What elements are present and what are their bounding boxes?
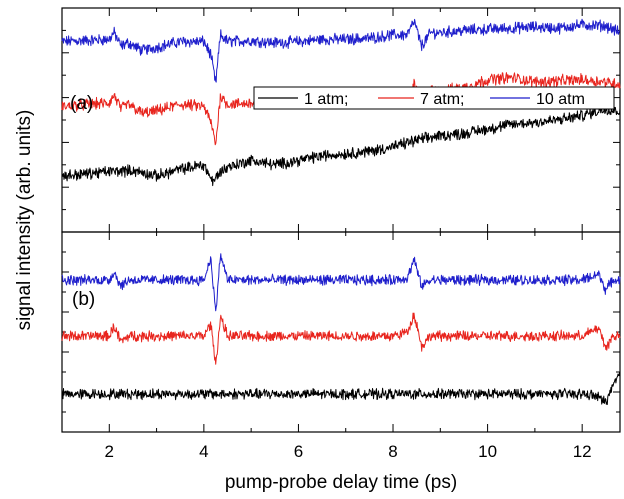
panel-b-frame [61, 231, 621, 433]
legend-box [253, 86, 615, 110]
legend-entry-1-atm: 1 atm; [304, 91, 348, 108]
series-line-10-atm [61, 253, 621, 312]
x-tick-label: 12 [573, 442, 592, 461]
series-line-7-atm [61, 312, 621, 365]
y-axis-label: signal intensity (arb. units) [14, 110, 35, 331]
x-axis-ticks: 2 4 6 8 10 12 [61, 8, 620, 461]
series-traces [61, 18, 621, 405]
panel-b [61, 231, 621, 433]
legend-entry-7-atm: 7 atm; [420, 91, 464, 108]
x-tick-label: 10 [478, 442, 497, 461]
x-tick-label: 8 [388, 442, 397, 461]
panel-label-b: (b) [72, 289, 95, 310]
legend-entry-10-atm: 10 atm [536, 91, 585, 108]
panel-label-a: (a) [70, 93, 93, 114]
legend: 1 atm; 7 atm; 10 atm [253, 86, 615, 110]
series-line-1-atm [61, 372, 621, 405]
series-line-10-atm [61, 18, 621, 83]
x-axis-label: pump-probe delay time (ps) [225, 472, 457, 493]
series-line-1-atm [61, 106, 621, 187]
x-tick-label: 4 [199, 442, 208, 461]
x-tick-label: 2 [105, 442, 114, 461]
x-tick-label: 6 [294, 442, 303, 461]
